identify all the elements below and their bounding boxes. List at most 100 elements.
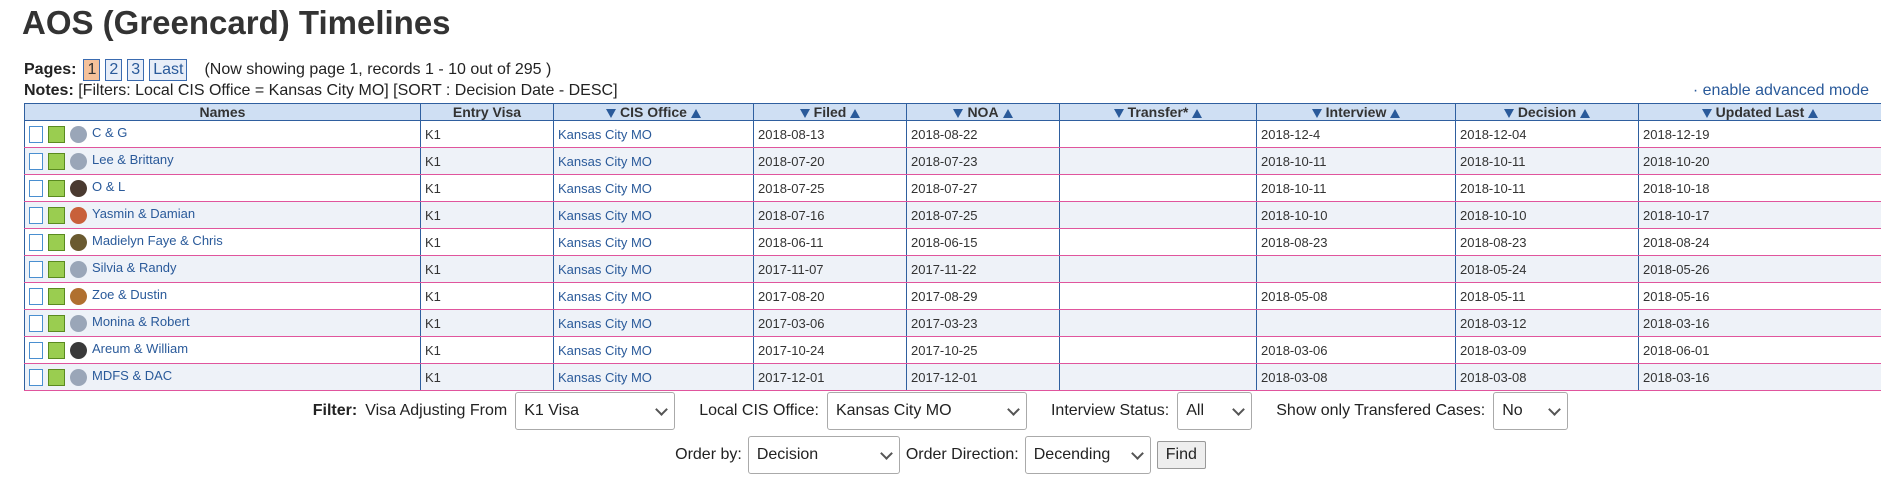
column-title: Filed	[813, 104, 847, 120]
find-button[interactable]: Find	[1156, 441, 1206, 469]
case-name[interactable]: Lee & Brittany	[92, 152, 174, 168]
edit-icon[interactable]	[48, 314, 65, 332]
case-name[interactable]: O & L	[92, 179, 126, 195]
cis-office[interactable]: Kansas City MO	[558, 126, 652, 142]
select[interactable]: Decending	[1024, 436, 1151, 474]
edit-icon[interactable]	[48, 179, 65, 197]
filter-row: Filter: Visa Adjusting From K1 Visa Local C…	[0, 392, 1881, 430]
column-header[interactable]: Transfer*	[1059, 103, 1257, 121]
table-cell: 2018-08-23	[1256, 228, 1456, 256]
table-cell	[1059, 363, 1257, 391]
column-header[interactable]: Decision	[1455, 103, 1639, 121]
edit-icon[interactable]	[48, 206, 65, 224]
view-icon[interactable]	[29, 179, 43, 197]
sort-desc[interactable]	[1503, 108, 1514, 118]
view-icon[interactable]	[29, 260, 43, 278]
view-icon[interactable]	[29, 125, 43, 143]
sort-desc[interactable]	[953, 108, 964, 118]
edit-icon[interactable]	[48, 260, 65, 278]
cis-office[interactable]: Kansas City MO	[558, 315, 652, 331]
advanced-mode-link[interactable]: · enable advanced mode	[1692, 82, 1869, 99]
case-name[interactable]: Zoe & Dustin	[92, 287, 168, 303]
case-name[interactable]: Yasmin & Damian	[92, 206, 196, 222]
table-cell: 2018-07-20	[753, 147, 907, 175]
select[interactable]: No	[1493, 392, 1569, 430]
sort-asc[interactable]	[1580, 108, 1591, 118]
select[interactable]: All	[1177, 392, 1253, 430]
avatar	[70, 125, 87, 143]
page-link[interactable]: 1	[83, 59, 101, 81]
cis-office[interactable]: Kansas City MO	[558, 288, 652, 304]
case-name[interactable]: Monina & Robert	[92, 314, 190, 330]
edit-icon[interactable]	[48, 233, 65, 251]
cis-office[interactable]: Kansas City MO	[558, 234, 652, 250]
page-link[interactable]: 3	[127, 59, 145, 81]
view-icon[interactable]	[29, 287, 43, 305]
edit-icon[interactable]	[48, 152, 65, 170]
table-row: Lee & Brittany K1 Kansas City MO 2018-07-20…	[24, 147, 1881, 175]
sort-desc[interactable]	[1701, 108, 1712, 118]
sort-asc[interactable]	[1002, 108, 1013, 118]
case-name[interactable]: MDFS & DAC	[92, 368, 173, 384]
case-name[interactable]: Silvia & Randy	[92, 260, 177, 276]
case-name[interactable]: Areum & William	[92, 341, 189, 357]
table-cell: 2018-03-08	[1455, 363, 1639, 391]
field-label: Interview Status:	[1050, 402, 1170, 419]
page-link[interactable]: Last	[149, 59, 188, 81]
select[interactable]: Kansas City MO	[826, 392, 1027, 430]
cis-office[interactable]: Kansas City MO	[558, 369, 652, 385]
sort-desc[interactable]	[799, 108, 810, 118]
avatar	[70, 368, 87, 386]
table-cell: 2018-08-13	[753, 120, 907, 148]
table-cell: Kansas City MO	[553, 282, 754, 310]
table-cell: Lee & Brittany	[24, 147, 421, 175]
column-header[interactable]: Filed	[753, 103, 907, 121]
cis-office[interactable]: Kansas City MO	[558, 207, 652, 223]
case-name[interactable]: Madielyn Faye & Chris	[92, 233, 223, 249]
column-header[interactable]: CIS Office	[553, 103, 754, 121]
cis-office[interactable]: Kansas City MO	[558, 180, 652, 196]
table-cell: 2018-10-11	[1256, 174, 1456, 202]
sort-asc[interactable]	[1390, 108, 1401, 118]
sort-desc[interactable]	[1113, 108, 1124, 118]
table-cell: C & G	[24, 120, 421, 148]
column-title: CIS Office	[620, 104, 687, 120]
table-cell: Kansas City MO	[553, 228, 754, 256]
order-row: Order by: Decision Order Direction: Decendi…	[0, 436, 1881, 474]
edit-icon[interactable]	[48, 341, 65, 359]
view-icon[interactable]	[29, 152, 43, 170]
edit-icon[interactable]	[48, 287, 65, 305]
page-link[interactable]: 2	[105, 59, 123, 81]
cis-office[interactable]: Kansas City MO	[558, 261, 652, 277]
case-name[interactable]: C & G	[92, 125, 128, 141]
table-cell: 2018-10-18	[1638, 174, 1881, 202]
sort-asc[interactable]	[1192, 108, 1203, 118]
view-icon[interactable]	[29, 233, 43, 251]
table-cell: 2018-07-25	[906, 201, 1060, 229]
cis-office[interactable]: Kansas City MO	[558, 153, 652, 169]
table-cell: 2018-10-11	[1455, 147, 1639, 175]
column-header[interactable]: NOA	[906, 103, 1060, 121]
view-icon[interactable]	[29, 341, 43, 359]
sort-desc[interactable]	[1311, 108, 1322, 118]
table-cell: 2018-07-25	[753, 174, 907, 202]
select[interactable]: K1 Visa	[515, 392, 676, 430]
sort-asc[interactable]	[1808, 108, 1819, 118]
filter-label: Filter:	[312, 402, 358, 419]
select[interactable]: Decision	[747, 436, 900, 474]
sort-asc[interactable]	[690, 108, 701, 118]
view-icon[interactable]	[29, 314, 43, 332]
edit-icon[interactable]	[48, 368, 65, 386]
column-header[interactable]: Updated Last	[1638, 103, 1881, 121]
view-icon[interactable]	[29, 206, 43, 224]
sort-asc[interactable]	[850, 108, 861, 118]
avatar	[70, 341, 87, 359]
edit-icon[interactable]	[48, 125, 65, 143]
column-header[interactable]: Interview	[1256, 103, 1456, 121]
sort-desc[interactable]	[606, 108, 617, 118]
table-cell	[1059, 336, 1257, 364]
view-icon[interactable]	[29, 368, 43, 386]
table-cell: O & L	[24, 174, 421, 202]
cis-office[interactable]: Kansas City MO	[558, 342, 652, 358]
